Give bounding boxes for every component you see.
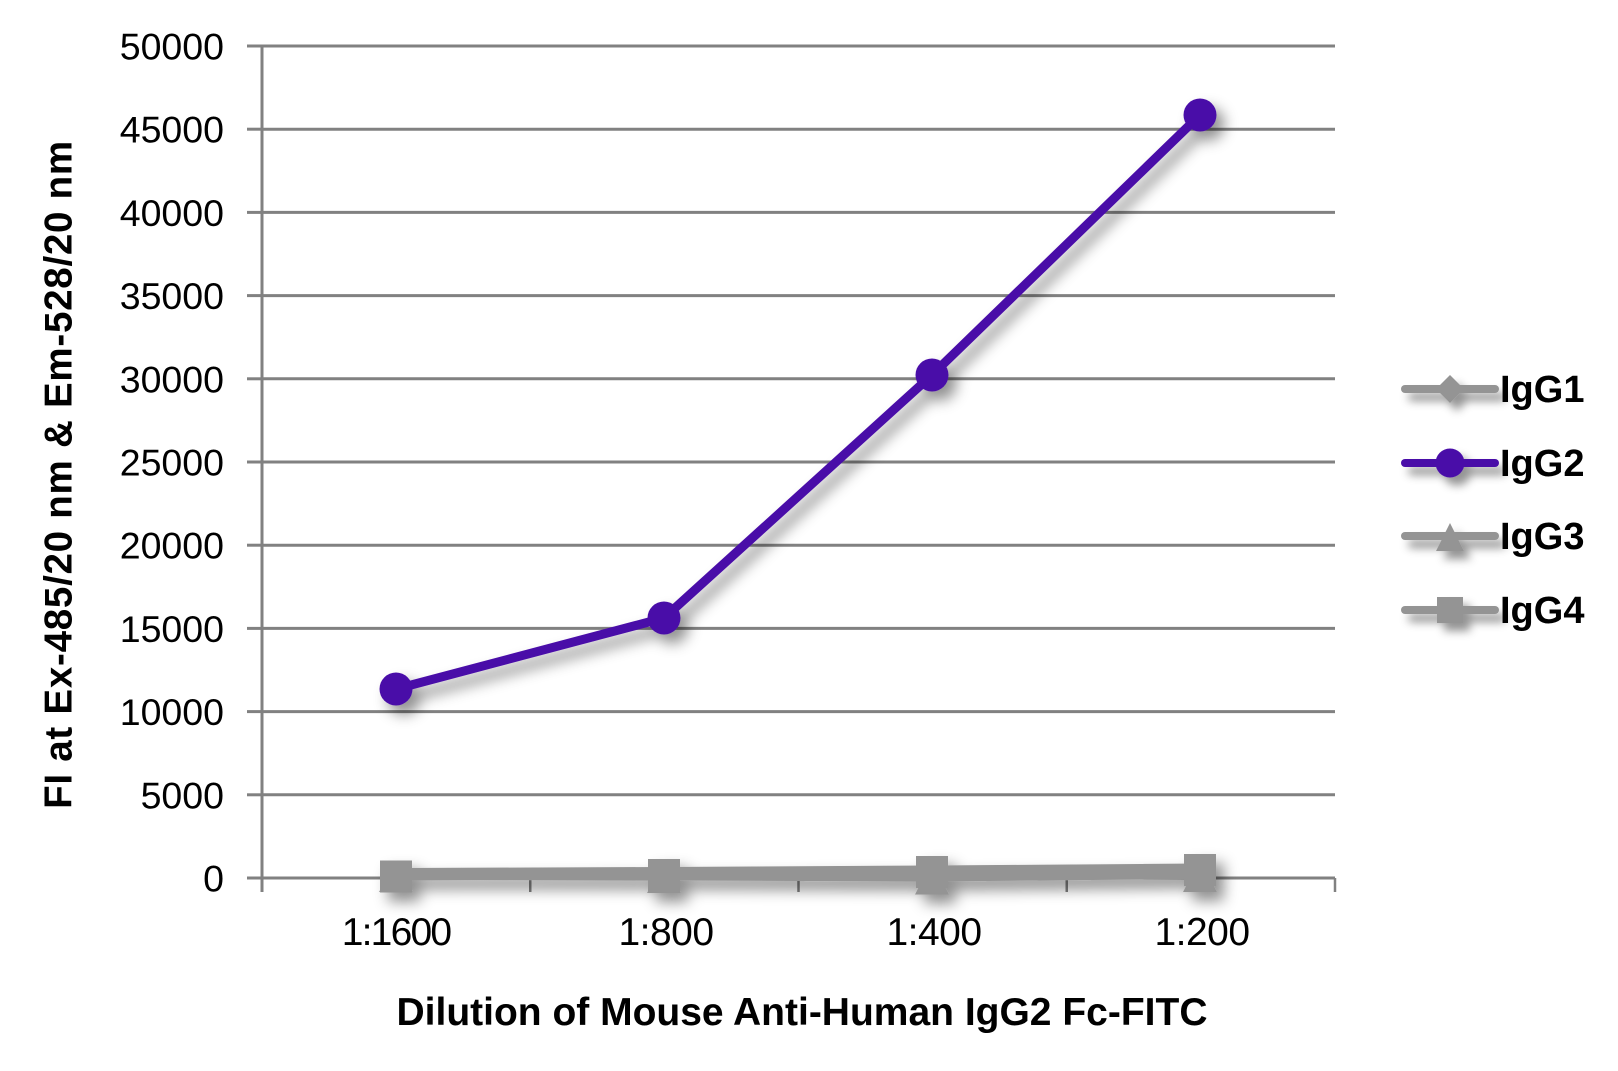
svg-text:IgG1: IgG1: [1500, 369, 1584, 411]
svg-text:FI at Ex-485/20 nm & Em-528/20: FI at Ex-485/20 nm & Em-528/20 nm: [38, 140, 81, 809]
svg-text:IgG4: IgG4: [1500, 590, 1584, 632]
svg-text:40000: 40000: [120, 192, 224, 234]
svg-text:50000: 50000: [120, 26, 224, 68]
svg-text:5000: 5000: [141, 774, 224, 816]
svg-text:45000: 45000: [120, 109, 224, 151]
svg-text:30000: 30000: [120, 358, 224, 400]
svg-text:1:1600: 1:1600: [342, 911, 452, 954]
svg-text:IgG2: IgG2: [1500, 443, 1584, 485]
svg-text:Dilution of Mouse Anti-Human I: Dilution of Mouse Anti-Human IgG2 Fc-FIT…: [397, 991, 1208, 1034]
svg-text:1:200: 1:200: [1154, 911, 1249, 954]
svg-text:1:800: 1:800: [618, 911, 713, 954]
svg-text:0: 0: [203, 858, 224, 900]
svg-text:IgG3: IgG3: [1500, 516, 1584, 558]
svg-text:15000: 15000: [120, 608, 224, 650]
svg-text:10000: 10000: [120, 691, 224, 733]
svg-text:20000: 20000: [120, 525, 224, 567]
svg-text:25000: 25000: [120, 442, 224, 484]
svg-text:35000: 35000: [120, 275, 224, 317]
svg-text:1:400: 1:400: [886, 911, 981, 954]
